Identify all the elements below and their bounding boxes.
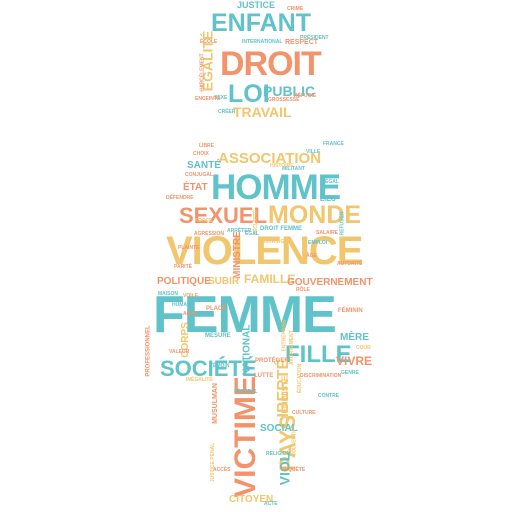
word: LÉGAL xyxy=(322,179,339,185)
word: POLITIQUE xyxy=(157,276,211,287)
word: ÂGE xyxy=(306,253,317,259)
word: TRAVAIL xyxy=(233,104,292,120)
word: HISTOIRE xyxy=(270,163,294,169)
word: MÈRE xyxy=(340,332,369,343)
word: CHOIX xyxy=(193,151,209,157)
word: COUR xyxy=(356,345,371,351)
word: PLAINTE xyxy=(178,245,200,251)
word: FÉMININ xyxy=(338,308,363,314)
word: ENQUÊTE xyxy=(281,467,306,473)
word: SUBIR xyxy=(208,276,240,287)
word: LOI xyxy=(228,80,270,108)
word: AVORTEMENT xyxy=(288,330,295,365)
word: CULTURE xyxy=(292,410,316,416)
word: GOUVERNEMENT xyxy=(287,277,373,288)
word: ENFANT xyxy=(211,9,311,37)
word: PROTÉGER xyxy=(255,358,289,364)
word: MAISON xyxy=(158,291,178,297)
word: FÉMINISTE xyxy=(280,375,290,419)
word: VILLE xyxy=(306,149,321,155)
word: VALEUR xyxy=(169,349,190,355)
word: PUBLIC xyxy=(263,83,316,99)
word: FORCE xyxy=(195,218,213,224)
word: MILITANT xyxy=(282,166,305,172)
word: PRÉSIDENT xyxy=(300,35,329,41)
word: AGRESSION xyxy=(194,231,225,237)
word: SANTÉ xyxy=(187,160,221,171)
word: GROSSESSE xyxy=(268,97,300,103)
word: NATIONAL xyxy=(241,324,253,376)
word: DROIT FEMME xyxy=(260,226,302,232)
word: SEXE xyxy=(214,95,228,101)
word: RÔLE xyxy=(296,287,310,293)
word: FÉDÉRAL xyxy=(234,389,258,395)
word: CRÉER xyxy=(218,109,236,115)
word: PLACE xyxy=(206,306,227,312)
word: MARIAGE xyxy=(264,239,288,245)
word: FILLE xyxy=(285,341,352,368)
word: SEXUEL xyxy=(179,203,268,228)
word: ÉGAL xyxy=(245,231,259,237)
word: COLLECTIF xyxy=(291,428,298,457)
word: REFUSER xyxy=(339,211,346,236)
word: RESPECT xyxy=(285,39,319,46)
word: ÉCOLE xyxy=(200,39,218,45)
word: LUTTE xyxy=(254,373,274,379)
word: SOCIÉTÉ xyxy=(160,356,257,381)
word: MESURE xyxy=(205,333,231,339)
word: FAMILLE xyxy=(244,272,296,286)
word: ÉDUCATION xyxy=(297,363,304,394)
word: GENRE xyxy=(341,370,359,376)
word: SOCIAL xyxy=(260,423,298,434)
word: FEMME xyxy=(153,286,337,344)
word: ÉTAT xyxy=(183,182,208,193)
word: JUSTICE PÉNAL xyxy=(210,442,217,483)
word: ENCEINTE xyxy=(195,96,221,102)
word: ASSOCIATION xyxy=(218,150,322,167)
word: VIVRE xyxy=(336,354,373,368)
word: MINISTRE xyxy=(231,231,243,279)
word: EMPLOI xyxy=(308,240,328,246)
word: CITOYEN xyxy=(229,494,274,505)
word: RELIGION xyxy=(266,451,291,457)
word: CRIME xyxy=(287,6,304,12)
word: ARRÊTER xyxy=(227,228,252,234)
word: DISCRIMINATION xyxy=(300,373,342,379)
word: PROFESSIONNEL xyxy=(145,325,152,377)
word: AUTORITÉ xyxy=(337,261,363,267)
word: INÉGALITÉ xyxy=(186,377,213,383)
word: DROIT xyxy=(220,45,322,83)
word: MONDE xyxy=(268,201,362,229)
word: HOMME xyxy=(211,168,341,207)
word: TÉMOIN xyxy=(210,363,230,369)
word: INTERNATIONAL xyxy=(242,39,283,45)
word: LIBRE xyxy=(199,143,214,149)
word: FRANCE xyxy=(323,141,344,147)
word: RÉFUGIÉ xyxy=(294,93,317,99)
word: SALAIRE xyxy=(316,230,338,236)
word: CONTRE xyxy=(318,393,340,399)
word: VIOLENCE xyxy=(166,229,363,273)
word: CONJUGAL xyxy=(185,172,214,178)
word: LIEU xyxy=(320,196,336,203)
word: JUSTICE xyxy=(237,0,276,10)
word: PARITÉ xyxy=(174,264,192,270)
word: MUSULMAN xyxy=(211,383,219,424)
word: HUMAIN xyxy=(172,302,192,308)
word: ABUS xyxy=(183,311,198,317)
word: DÉFENDRE xyxy=(166,195,194,201)
word: ACCÈS xyxy=(213,467,231,473)
word: VOILE xyxy=(183,293,199,299)
word: ACTE xyxy=(264,501,278,507)
word: ENTREPRISE xyxy=(281,319,288,352)
word: HARCÈLEMENT xyxy=(199,53,206,92)
